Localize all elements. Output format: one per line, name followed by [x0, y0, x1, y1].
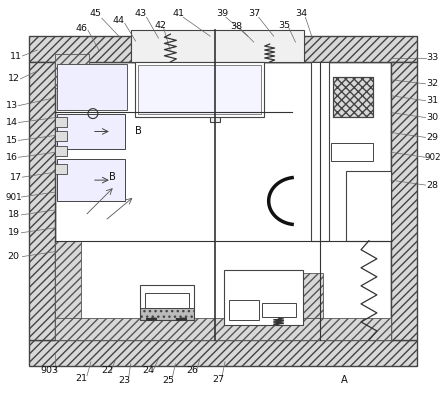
Bar: [312, 63, 328, 240]
Text: 24: 24: [143, 366, 154, 375]
Bar: [29, 62, 55, 340]
Text: 46: 46: [75, 24, 87, 33]
Text: A: A: [341, 375, 347, 385]
Bar: [229, 300, 259, 320]
Bar: [55, 62, 391, 340]
Text: B: B: [109, 172, 116, 182]
Text: 22: 22: [101, 366, 113, 375]
Bar: [57, 64, 127, 110]
Text: 12: 12: [8, 74, 20, 83]
Bar: [55, 54, 89, 88]
Bar: [55, 147, 67, 156]
Bar: [138, 65, 261, 114]
Text: 901: 901: [5, 192, 22, 201]
Text: 35: 35: [278, 21, 291, 30]
Text: 903: 903: [40, 366, 58, 375]
Text: 29: 29: [426, 133, 438, 142]
Bar: [224, 271, 303, 325]
Text: 26: 26: [186, 366, 198, 375]
Bar: [229, 300, 259, 320]
Bar: [333, 77, 373, 117]
Text: 902: 902: [424, 153, 441, 162]
Text: 31: 31: [426, 96, 438, 105]
Bar: [333, 77, 373, 117]
Bar: [210, 92, 220, 122]
Text: 45: 45: [90, 9, 102, 18]
Text: 30: 30: [426, 113, 438, 122]
Bar: [57, 114, 125, 149]
Bar: [262, 303, 297, 317]
Text: 32: 32: [426, 79, 438, 88]
Text: 19: 19: [8, 228, 20, 237]
Text: 23: 23: [119, 376, 131, 385]
Bar: [391, 62, 417, 340]
Bar: [55, 318, 391, 340]
Text: 41: 41: [172, 9, 184, 18]
Text: 28: 28: [426, 181, 438, 190]
Text: 38: 38: [230, 22, 242, 31]
Bar: [331, 143, 373, 161]
Bar: [57, 64, 79, 110]
Text: 33: 33: [426, 53, 439, 62]
Bar: [140, 308, 194, 320]
Text: 11: 11: [9, 51, 21, 60]
Bar: [57, 159, 125, 201]
Bar: [55, 132, 67, 141]
Bar: [131, 30, 305, 62]
Text: B: B: [135, 126, 142, 136]
Bar: [145, 293, 189, 308]
Text: 39: 39: [216, 9, 228, 18]
Text: 27: 27: [212, 375, 224, 384]
Bar: [55, 241, 81, 340]
Bar: [55, 164, 67, 174]
Bar: [55, 117, 67, 126]
Text: 37: 37: [249, 9, 261, 18]
Text: 20: 20: [8, 252, 20, 261]
Bar: [29, 36, 417, 62]
Text: 13: 13: [5, 101, 17, 110]
Text: 43: 43: [135, 9, 147, 18]
Bar: [135, 62, 264, 117]
Bar: [134, 33, 301, 59]
Text: 44: 44: [113, 16, 125, 25]
Text: 21: 21: [75, 374, 87, 383]
Text: 17: 17: [9, 173, 21, 182]
Text: 16: 16: [5, 153, 17, 162]
Bar: [140, 285, 194, 320]
Bar: [131, 36, 305, 62]
Bar: [311, 62, 329, 241]
Bar: [303, 273, 323, 318]
Text: 42: 42: [154, 21, 166, 30]
Text: 18: 18: [8, 211, 20, 219]
Text: 15: 15: [5, 136, 17, 145]
Text: 14: 14: [5, 118, 17, 127]
Bar: [346, 171, 391, 241]
Text: 25: 25: [162, 376, 174, 385]
Bar: [29, 340, 417, 366]
Text: 34: 34: [295, 9, 307, 18]
